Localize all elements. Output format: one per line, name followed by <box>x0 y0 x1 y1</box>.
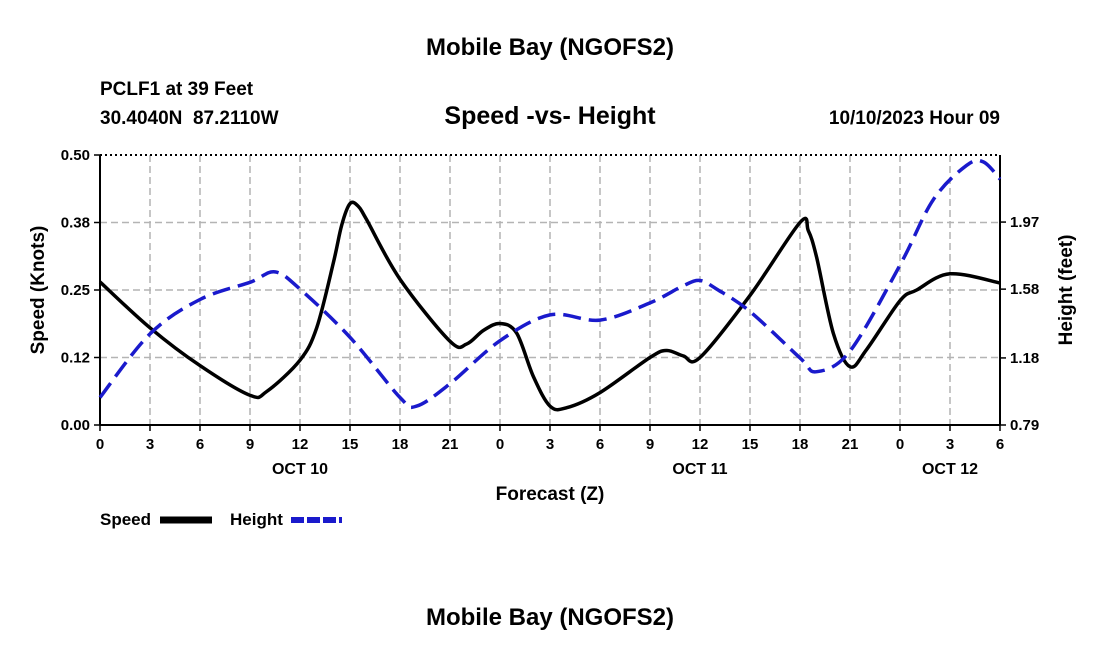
x-tick-label: 21 <box>842 436 859 453</box>
y-axis-right-title: Height (feet) <box>1056 235 1077 346</box>
y-left-tick-label: 0.38 <box>61 215 90 232</box>
x-tick-label: 21 <box>442 436 459 453</box>
forecast-datetime: 10/10/2023 Hour 09 <box>829 108 1000 129</box>
y-left-tick-label: 0.50 <box>61 147 90 164</box>
x-tick-label: 15 <box>342 436 359 453</box>
x-day-label: OCT 12 <box>922 461 978 478</box>
y-right-tick-label: 1.97 <box>1010 214 1039 231</box>
legend-height-label: Height <box>230 510 283 529</box>
legend-speed-label: Speed <box>100 510 151 529</box>
x-tick-label: 6 <box>596 436 604 453</box>
y-right-tick-label: 0.79 <box>1010 417 1039 434</box>
x-tick-label: 6 <box>996 436 1004 453</box>
x-tick-label: 9 <box>646 436 654 453</box>
x-tick-label: 0 <box>496 436 504 453</box>
height-series-line <box>98 158 1002 410</box>
speed-series-line <box>98 200 1001 412</box>
legend: Speed Height <box>100 510 342 529</box>
series-lines <box>98 158 1002 412</box>
chart-main-title: Mobile Bay (NGOFS2) <box>426 34 674 61</box>
chart-subtitle: Speed -vs- Height <box>444 102 656 130</box>
y-left-tick-label: 0.12 <box>61 350 90 367</box>
x-tick-label: 3 <box>146 436 154 453</box>
tick-labels: 0 3 6 9 12 15 18 21 0 3 6 9 12 15 18 21 0 3 6 0.00 0.12 0.25 0… <box>61 147 1039 478</box>
y-axis-left-title: Speed (Knots) <box>28 226 49 355</box>
x-tick-label: 0 <box>96 436 104 453</box>
x-tick-label: 9 <box>246 436 254 453</box>
footer-title: Mobile Bay (NGOFS2) <box>426 604 674 631</box>
x-tick-label: 3 <box>546 436 554 453</box>
y-right-tick-label: 1.58 <box>1010 281 1039 298</box>
x-tick-label: 12 <box>292 436 309 453</box>
x-tick-label: 12 <box>692 436 709 453</box>
x-tick-label: 18 <box>392 436 409 453</box>
station-coordinates: 30.4040N 87.2110W <box>100 108 279 129</box>
station-label: PCLF1 at 39 Feet <box>100 79 254 100</box>
y-left-tick-label: 0.00 <box>61 417 90 434</box>
x-tick-label: 0 <box>896 436 904 453</box>
x-tick-label: 6 <box>196 436 204 453</box>
x-tick-label: 3 <box>946 436 954 453</box>
x-tick-label: 18 <box>792 436 809 453</box>
x-day-label: OCT 11 <box>672 461 727 478</box>
y-right-tick-label: 1.18 <box>1010 350 1039 367</box>
y-left-tick-label: 0.25 <box>61 282 90 299</box>
x-axis-title: Forecast (Z) <box>496 484 605 505</box>
x-day-label: OCT 10 <box>272 461 328 478</box>
grid-lines <box>100 155 1000 425</box>
x-tick-label: 15 <box>742 436 759 453</box>
axes <box>94 154 1006 431</box>
